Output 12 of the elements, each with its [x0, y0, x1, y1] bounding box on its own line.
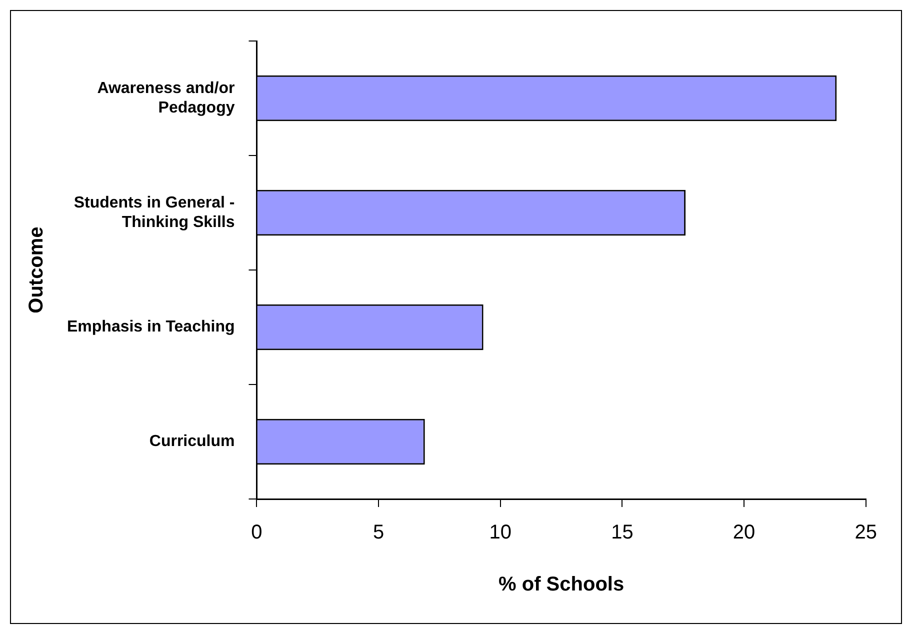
y-axis-title: Outcome	[26, 226, 48, 314]
y-tick-label: Curriculum	[149, 433, 235, 450]
y-tick-label: Awareness and/or Pedagogy	[97, 80, 235, 116]
y-tick-label: Emphasis in Teaching	[66, 318, 235, 336]
x-tick-label: 5	[373, 522, 384, 544]
x-tick-label: 25	[854, 522, 877, 544]
x-tick-label: 0	[251, 522, 262, 544]
y-tick-label: Students in General - Thinking Skills	[74, 194, 235, 231]
x-tick-label: 15	[611, 522, 634, 544]
x-tick-label: 10	[489, 522, 512, 544]
x-axis-title: % of Schools	[498, 574, 624, 596]
x-tick-label: 20	[732, 522, 756, 544]
